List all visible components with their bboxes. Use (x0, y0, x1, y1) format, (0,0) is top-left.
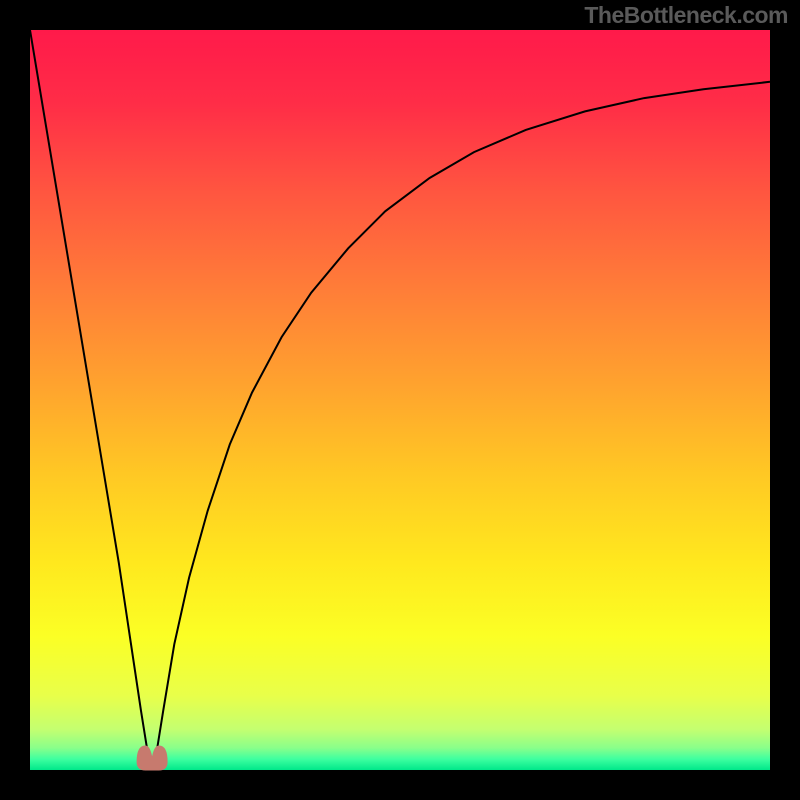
chart-container: TheBottleneck.com (0, 0, 800, 800)
bottleneck-chart (0, 0, 800, 800)
plot-gradient-background (30, 30, 770, 770)
watermark-text: TheBottleneck.com (584, 2, 788, 29)
